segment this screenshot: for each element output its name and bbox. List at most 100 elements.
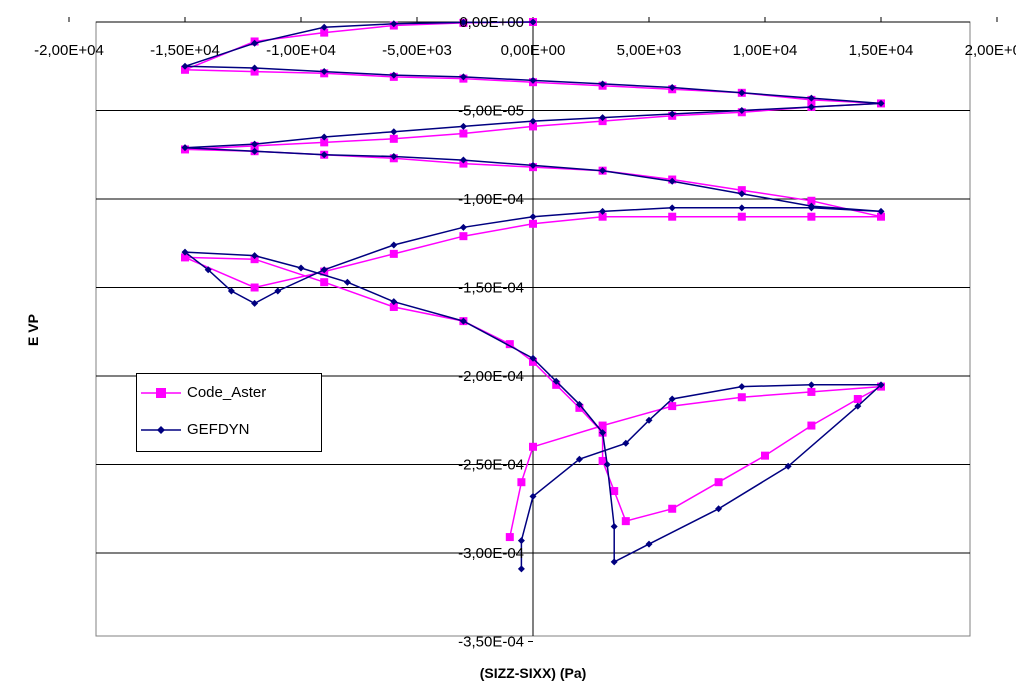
- point-gefdyn-3: [320, 23, 328, 31]
- point-code-aster-29: [459, 159, 468, 168]
- point-code-aster-33: [737, 186, 746, 195]
- point-gefdyn-14: [807, 94, 815, 102]
- x-tick-label-2: -1,00E+04: [266, 42, 336, 59]
- point-gefdyn-30: [529, 161, 537, 169]
- point-code-aster-39: [598, 212, 607, 221]
- legend: Code_Aster GEFDYN: [136, 373, 322, 452]
- point-code-aster-19: [598, 117, 607, 126]
- point-gefdyn-58: [603, 461, 611, 468]
- point-gefdyn-7: [320, 68, 328, 76]
- point-gefdyn-6: [251, 64, 259, 72]
- point-code-aster-38: [668, 212, 677, 221]
- point-gefdyn-38: [668, 204, 676, 212]
- point-code-aster-42: [389, 249, 398, 258]
- point-gefdyn-53: [459, 317, 467, 325]
- series-layer: [181, 18, 885, 573]
- point-gefdyn-2: [390, 20, 398, 28]
- point-gefdyn-16: [807, 103, 815, 111]
- legend-label-gefdyn: GEFDYN: [187, 421, 250, 438]
- point-gefdyn-28: [390, 153, 398, 161]
- point-code-aster-21: [459, 129, 468, 138]
- point-code-aster-3: [320, 28, 329, 37]
- point-code-aster-36: [807, 212, 816, 221]
- x-tick-label-1: -1,50E+04: [150, 42, 220, 59]
- y-tick-label-7: -3,50E-04: [458, 634, 524, 651]
- point-code-aster-22: [389, 134, 398, 143]
- point-gefdyn-31: [599, 167, 607, 175]
- point-gefdyn-25: [181, 144, 189, 152]
- x-tick-label-4: 0,00E+00: [501, 42, 566, 59]
- point-gefdyn-42: [390, 241, 398, 249]
- x-tick-label-0: -2,00E+04: [34, 42, 104, 59]
- y-tick-label-4: -2,00E-04: [458, 368, 524, 385]
- point-gefdyn-13: [738, 89, 746, 97]
- point-gefdyn-47: [204, 266, 212, 274]
- point-gefdyn-23: [320, 133, 328, 141]
- point-code-aster-35: [877, 212, 885, 221]
- point-gefdyn-39: [599, 207, 607, 215]
- point-gefdyn-35: [877, 207, 885, 215]
- x-tick-label-8: 2,00E+04: [965, 42, 1016, 59]
- point-code-aster-34: [807, 196, 816, 205]
- point-gefdyn-57: [599, 429, 607, 437]
- point-gefdyn-32: [668, 177, 676, 185]
- point-code-aster-52: [552, 380, 561, 389]
- point-gefdyn-4: [251, 39, 259, 47]
- legend-swatch-code-aster: [141, 388, 181, 398]
- point-gefdyn-15: [877, 99, 885, 107]
- point-code-aster-70: [505, 533, 514, 542]
- y-tick-labels: 0,00E+00 -5,00E-05 -1,00E-04 -1,50E-04 -2,00…: [458, 14, 524, 651]
- point-gefdyn-1: [459, 18, 467, 26]
- point-gefdyn-68: [668, 395, 676, 403]
- point-gefdyn-9: [459, 73, 467, 81]
- point-gefdyn-21: [459, 122, 467, 130]
- point-code-aster-60: [761, 451, 769, 460]
- point-code-aster-41: [459, 232, 468, 241]
- point-gefdyn-19: [599, 114, 607, 122]
- point-code-aster-57: [621, 517, 630, 526]
- series-gefdyn: [181, 18, 885, 573]
- legend-label-code-aster: Code_Aster: [187, 384, 267, 401]
- x-axis-title: (SIZZ-SIXX) (Pa): [480, 665, 587, 681]
- y-tick-label-5: -2,50E-04: [458, 457, 524, 474]
- point-gefdyn-65: [877, 381, 885, 389]
- point-gefdyn-43: [320, 266, 328, 274]
- point-gefdyn-20: [529, 117, 537, 125]
- point-code-aster-58: [668, 504, 677, 513]
- point-code-aster-53: [575, 403, 584, 412]
- point-code-aster-46: [250, 255, 259, 264]
- point-gefdyn-17: [738, 107, 746, 114]
- point-gefdyn-64: [854, 402, 862, 410]
- y-tick-label-3: -1,50E-04: [458, 280, 524, 297]
- point-gefdyn-24: [251, 140, 259, 148]
- point-gefdyn-56: [575, 400, 583, 408]
- y-tick-label-2: -1,00E-04: [458, 191, 524, 208]
- point-gefdyn-52: [390, 298, 398, 306]
- point-code-aster-51: [529, 357, 537, 366]
- x-tick-label-6: 1,00E+04: [733, 42, 798, 59]
- legend-swatch-gefdyn: [141, 426, 181, 434]
- point-gefdyn-60: [610, 558, 618, 566]
- point-gefdyn-59: [610, 522, 618, 530]
- point-gefdyn-67: [738, 383, 746, 391]
- point-gefdyn-44: [274, 287, 282, 295]
- point-gefdyn-18: [668, 110, 676, 118]
- point-gefdyn-66: [807, 381, 815, 389]
- point-gefdyn-69: [645, 416, 653, 424]
- point-code-aster-40: [529, 219, 537, 228]
- point-gefdyn-0: [529, 18, 537, 26]
- point-gefdyn-63: [784, 462, 792, 470]
- point-gefdyn-33: [738, 190, 746, 198]
- point-code-aster-64: [807, 387, 816, 396]
- y-axis-title: E VP: [25, 314, 41, 346]
- point-code-aster-5: [181, 65, 189, 74]
- point-code-aster-45: [181, 253, 189, 262]
- point-code-aster-59: [714, 478, 723, 487]
- point-gefdyn-73: [517, 537, 525, 545]
- point-gefdyn-51: [343, 278, 351, 286]
- point-code-aster-65: [737, 393, 746, 402]
- y-tick-label-0: 0,00E+00: [459, 14, 524, 31]
- point-gefdyn-40: [529, 213, 537, 221]
- point-code-aster-66: [668, 402, 677, 411]
